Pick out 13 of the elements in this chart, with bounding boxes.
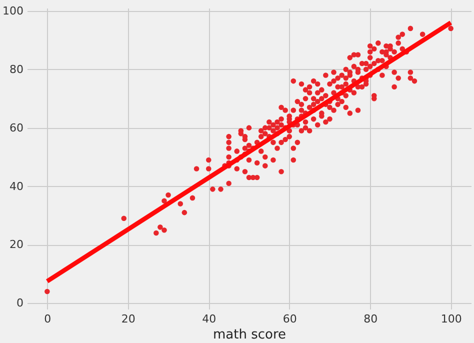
y-tick-label: 0 <box>16 296 24 310</box>
x-tick-label: 80 <box>364 312 378 326</box>
y-tick-label: 80 <box>10 62 24 76</box>
x-tick-label: 100 <box>440 312 462 326</box>
x-tick-label: 60 <box>282 312 297 326</box>
y-tick-label: 20 <box>10 238 24 252</box>
x-tick-label: 40 <box>202 312 216 326</box>
x-tick-label: 20 <box>121 312 136 326</box>
x-axis-title: math score <box>212 328 286 342</box>
x-tick-label: 0 <box>44 312 52 326</box>
y-tick-label: 60 <box>10 121 24 134</box>
y-tick-label: 100 <box>2 4 24 18</box>
y-tick-label: 40 <box>10 180 24 193</box>
